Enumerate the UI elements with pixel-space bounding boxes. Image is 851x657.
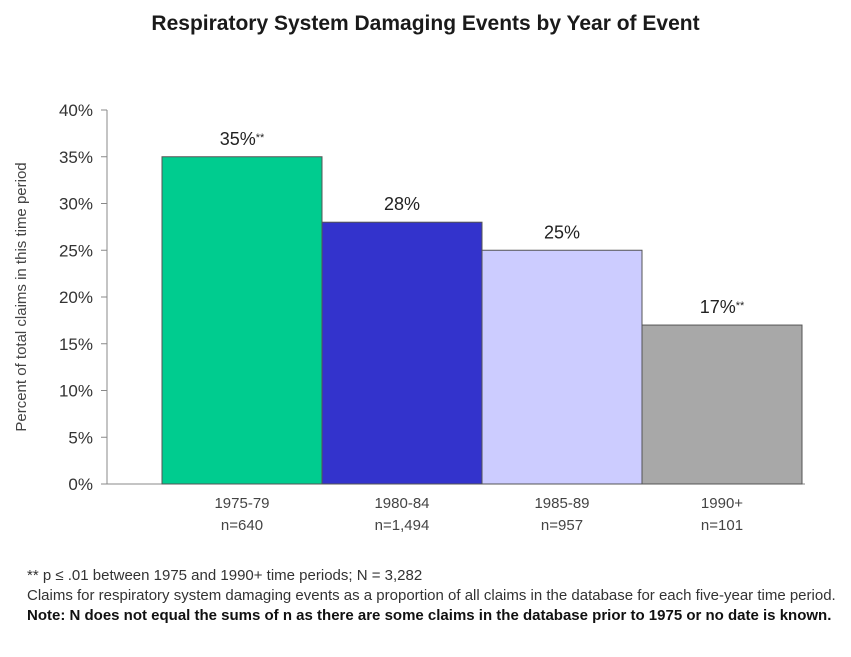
explanation-footnote: Claims for respiratory system damaging e… <box>27 586 837 626</box>
y-tick-label: 15% <box>59 335 93 354</box>
y-tick-label: 25% <box>59 241 93 260</box>
x-category-label: 1985-89 <box>534 495 589 512</box>
x-category-n-label: n=1,494 <box>375 517 430 534</box>
x-category-n-label: n=957 <box>541 517 583 534</box>
data-label: 17%** <box>700 297 745 317</box>
x-category-n-label: n=101 <box>701 517 743 534</box>
x-category-n-label: n=640 <box>221 517 263 534</box>
y-tick-label: 35% <box>59 148 93 167</box>
bar-chart: 0% 5% 10% 15% 20% 25% 30% 35% 40% 35%** 28% 25% 17%… <box>13 101 805 534</box>
note-text: Note: N does not equal the sums of n as … <box>27 607 832 624</box>
chart-title: Respiratory System Damaging Events by Ye… <box>151 12 700 35</box>
y-ticks: 0% 5% 10% 15% 20% 25% 30% 35% 40% <box>59 101 107 494</box>
x-category-label: 1990+ <box>701 495 743 512</box>
x-category-label: 1980-84 <box>374 495 429 512</box>
y-tick-label: 10% <box>59 382 93 401</box>
y-tick-label: 5% <box>68 428 93 447</box>
bar-1975-79 <box>161 156 323 485</box>
y-tick-label: 20% <box>59 288 93 307</box>
bar-1985-89 <box>481 249 643 485</box>
data-label: 28% <box>384 194 420 214</box>
bar-1990+ <box>641 324 803 485</box>
footnotes: ** p ≤ .01 between 1975 and 1990+ time p… <box>27 566 837 626</box>
y-axis-title: Percent of total claims in this time per… <box>13 162 30 431</box>
x-labels: 1975-79 n=640 1980-84 n=1,494 1985-89 n=957 19… <box>214 495 743 534</box>
data-label: 25% <box>544 222 580 242</box>
x-category-label: 1975-79 <box>214 495 269 512</box>
bars <box>161 156 803 485</box>
data-label: 35%** <box>220 129 265 149</box>
y-tick-label: 30% <box>59 195 93 214</box>
y-tick-label: 0% <box>68 475 93 494</box>
significance-footnote: ** p ≤ .01 between 1975 and 1990+ time p… <box>27 567 423 584</box>
data-labels: 35%** 28% 25% 17%** <box>220 129 745 317</box>
explanation-text: Claims for respiratory system damaging e… <box>27 587 836 604</box>
y-tick-label: 40% <box>59 101 93 120</box>
bar-1980-84 <box>321 221 483 485</box>
